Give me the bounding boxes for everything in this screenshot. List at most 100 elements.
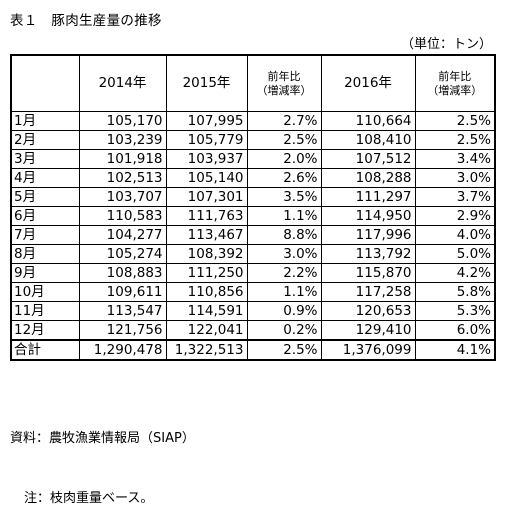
month-label: 5月 bbox=[10, 187, 80, 207]
value-2015-cell: 113,467 bbox=[165, 225, 248, 245]
ratio-2016-cell: 2.9% bbox=[414, 206, 496, 226]
value-2016-cell: 110,664 bbox=[320, 111, 416, 131]
ratio-2015-cell: 1.1% bbox=[246, 206, 322, 226]
value-2014-cell: 1,290,478 bbox=[78, 339, 167, 361]
table-title: 表１ 豚肉生産量の推移 bbox=[10, 13, 162, 29]
month-label: 7月 bbox=[10, 225, 80, 245]
ratio-2016-cell: 6.0% bbox=[414, 320, 496, 341]
ratio-2015-cell: 2.0% bbox=[246, 149, 322, 169]
header-2015: 2015年 bbox=[165, 54, 248, 112]
value-2016-cell: 1,376,099 bbox=[320, 339, 416, 361]
month-label: 9月 bbox=[10, 263, 80, 283]
header-ratio-2015: 前年比 （増減率） bbox=[246, 54, 322, 112]
value-2015-cell: 122,041 bbox=[165, 320, 248, 341]
ratio-2016-cell: 2.5% bbox=[414, 130, 496, 150]
value-2015-cell: 111,250 bbox=[165, 263, 248, 283]
value-2016-cell: 114,950 bbox=[320, 206, 416, 226]
value-2014-cell: 113,547 bbox=[78, 301, 167, 321]
value-2016-cell: 108,410 bbox=[320, 130, 416, 150]
unit-label: （単位：トン） bbox=[400, 37, 492, 52]
value-2014-cell: 105,170 bbox=[78, 111, 167, 131]
table-row: 4月 102,513 105,140 2.6% 108,288 3.0% bbox=[10, 168, 496, 188]
value-2016-cell: 117,996 bbox=[320, 225, 416, 245]
ratio-2016-cell: 3.7% bbox=[414, 187, 496, 207]
value-2016-cell: 120,653 bbox=[320, 301, 416, 321]
ratio-2016-cell: 3.4% bbox=[414, 149, 496, 169]
value-2015-cell: 107,995 bbox=[165, 111, 248, 131]
value-2016-cell: 115,870 bbox=[320, 263, 416, 283]
header-2014: 2014年 bbox=[78, 54, 167, 112]
value-2016-cell: 113,792 bbox=[320, 244, 416, 264]
ratio-2015-cell: 2.5% bbox=[246, 339, 322, 361]
source-note: 資料：農牧漁業情報局（SIAP） bbox=[10, 431, 195, 446]
notes: 資料：農牧漁業情報局（SIAP） 注：枝肉重量ベース。 bbox=[10, 389, 195, 529]
ratio-2016-cell: 4.1% bbox=[414, 339, 496, 361]
value-2016-cell: 129,410 bbox=[320, 320, 416, 341]
value-2015-cell: 108,392 bbox=[165, 244, 248, 264]
total-label: 合計 bbox=[10, 339, 80, 361]
ratio-2016-cell: 3.0% bbox=[414, 168, 496, 188]
table-row: 5月 103,707 107,301 3.5% 111,297 3.7% bbox=[10, 187, 496, 207]
value-2014-cell: 103,239 bbox=[78, 130, 167, 150]
table-row: 6月 110,583 111,763 1.1% 114,950 2.9% bbox=[10, 206, 496, 226]
month-label: 12月 bbox=[10, 320, 80, 341]
ratio-2015-cell: 3.0% bbox=[246, 244, 322, 264]
month-label: 11月 bbox=[10, 301, 80, 321]
value-2015-cell: 1,322,513 bbox=[165, 339, 248, 361]
month-label: 8月 bbox=[10, 244, 80, 264]
value-2016-cell: 111,297 bbox=[320, 187, 416, 207]
header-ratio-2015-line1: 前年比 bbox=[267, 69, 301, 83]
value-2014-cell: 105,274 bbox=[78, 244, 167, 264]
ratio-2016-cell: 5.0% bbox=[414, 244, 496, 264]
month-label: 10月 bbox=[10, 282, 80, 302]
ratio-2015-cell: 0.9% bbox=[246, 301, 322, 321]
value-2014-cell: 110,583 bbox=[78, 206, 167, 226]
table-row: 2月 103,239 105,779 2.5% 108,410 2.5% bbox=[10, 130, 496, 150]
table-row: 10月 109,611 110,856 1.1% 117,258 5.8% bbox=[10, 282, 496, 302]
value-2016-cell: 107,512 bbox=[320, 149, 416, 169]
table-row: 8月 105,274 108,392 3.0% 113,792 5.0% bbox=[10, 244, 496, 264]
value-2016-cell: 108,288 bbox=[320, 168, 416, 188]
ratio-2016-cell: 2.5% bbox=[414, 111, 496, 131]
value-2014-cell: 108,883 bbox=[78, 263, 167, 283]
value-2015-cell: 110,856 bbox=[165, 282, 248, 302]
table-row: 9月 108,883 111,250 2.2% 115,870 4.2% bbox=[10, 263, 496, 283]
value-2014-cell: 109,611 bbox=[78, 282, 167, 302]
month-label: 3月 bbox=[10, 149, 80, 169]
value-2014-cell: 103,707 bbox=[78, 187, 167, 207]
ratio-2016-cell: 4.0% bbox=[414, 225, 496, 245]
value-2014-cell: 104,277 bbox=[78, 225, 167, 245]
header-ratio-2015-line2: （増減率） bbox=[256, 83, 312, 97]
ratio-2015-cell: 2.5% bbox=[246, 130, 322, 150]
value-2015-cell: 105,140 bbox=[165, 168, 248, 188]
header-2016: 2016年 bbox=[320, 54, 416, 112]
table-body: 1月 105,170 107,995 2.7% 110,664 2.5% 2月 103,239… bbox=[10, 111, 496, 361]
table-row: 12月 121,756 122,041 0.2% 129,410 6.0% bbox=[10, 320, 496, 341]
ratio-2015-cell: 2.7% bbox=[246, 111, 322, 131]
table-row: 1月 105,170 107,995 2.7% 110,664 2.5% bbox=[10, 111, 496, 131]
value-2015-cell: 105,779 bbox=[165, 130, 248, 150]
footnote: 注：枝肉重量ベース。 bbox=[24, 491, 154, 506]
header-blank bbox=[10, 54, 80, 112]
table-row: 3月 101,918 103,937 2.0% 107,512 3.4% bbox=[10, 149, 496, 169]
value-2015-cell: 114,591 bbox=[165, 301, 248, 321]
ratio-2015-cell: 1.1% bbox=[246, 282, 322, 302]
value-2016-cell: 117,258 bbox=[320, 282, 416, 302]
month-label: 6月 bbox=[10, 206, 80, 226]
table-row: 7月 104,277 113,467 8.8% 117,996 4.0% bbox=[10, 225, 496, 245]
table-row: 11月 113,547 114,591 0.9% 120,653 5.3% bbox=[10, 301, 496, 321]
total-row: 合計 1,290,478 1,322,513 2.5% 1,376,099 4.1% bbox=[10, 339, 496, 361]
pork-production-table: 2014年 2015年 前年比 （増減率） 2016年 前年比 （増減率） 1月… bbox=[10, 54, 496, 361]
value-2015-cell: 107,301 bbox=[165, 187, 248, 207]
month-label: 2月 bbox=[10, 130, 80, 150]
ratio-2016-cell: 5.8% bbox=[414, 282, 496, 302]
ratio-2015-cell: 3.5% bbox=[246, 187, 322, 207]
value-2015-cell: 103,937 bbox=[165, 149, 248, 169]
header-ratio-2016: 前年比 （増減率） bbox=[414, 54, 496, 112]
value-2014-cell: 101,918 bbox=[78, 149, 167, 169]
month-label: 1月 bbox=[10, 111, 80, 131]
value-2014-cell: 102,513 bbox=[78, 168, 167, 188]
header-ratio-2016-line2: （増減率） bbox=[427, 83, 483, 97]
ratio-2016-cell: 5.3% bbox=[414, 301, 496, 321]
ratio-2015-cell: 8.8% bbox=[246, 225, 322, 245]
